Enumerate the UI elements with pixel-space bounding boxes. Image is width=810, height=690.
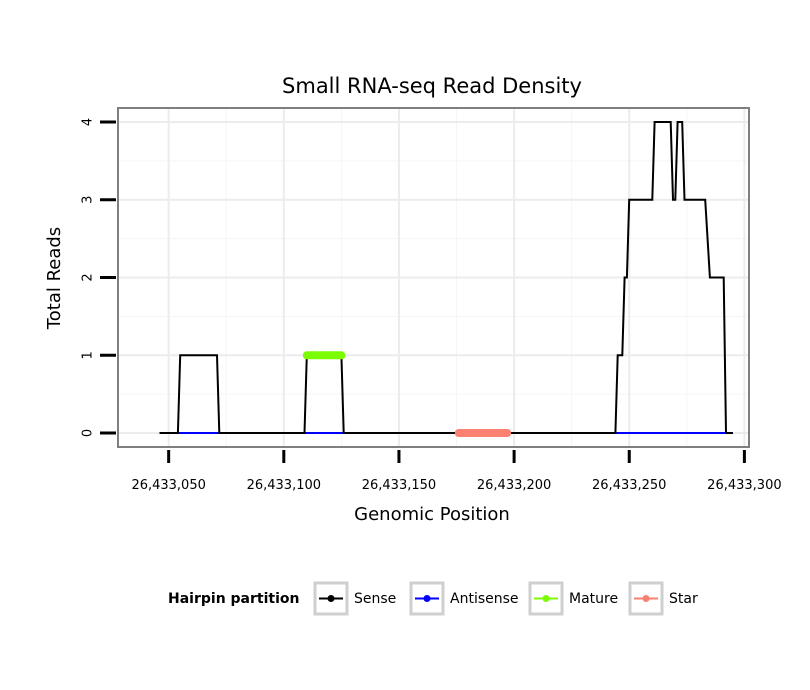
legend-key-point (423, 595, 431, 602)
x-tick-label: 26,433,150 (362, 478, 436, 493)
legend-label-star: Star (669, 591, 698, 607)
x-tick-label: 26,433,100 (247, 478, 321, 493)
plot-panel-border (117, 107, 750, 448)
legend-key-point (327, 595, 335, 602)
x-axis: 26,433,050 26,433,100 26,433,150 26,433,200… (131, 450, 782, 493)
legend-label-antisense: Antisense (450, 591, 519, 607)
series-line-sense (159, 121, 733, 434)
y-tick-label: 2 (81, 273, 96, 281)
x-axis-label: Genomic Position (354, 504, 510, 525)
y-axis: 0 1 2 3 4 (80, 118, 116, 437)
legend-title: Hairpin partition (168, 591, 299, 607)
chart-title: Small RNA-seq Read Density (282, 74, 582, 98)
x-tick-label: 26,433,300 (707, 478, 781, 493)
legend-label-sense: Sense (354, 591, 396, 607)
y-tick-label: 1 (80, 351, 95, 359)
y-axis-label: Total Reads (44, 227, 65, 330)
grid-lines (118, 108, 749, 447)
legend: Hairpin partition Sense Antisense Mature St… (168, 581, 698, 616)
legend-key-point (542, 595, 550, 602)
x-tick-label: 26,433,200 (477, 478, 551, 493)
y-tick-label: 4 (80, 118, 95, 126)
legend-key-point (642, 595, 650, 602)
legend-label-mature: Mature (569, 591, 618, 607)
y-tick-label: 3 (81, 196, 96, 204)
series-group (159, 121, 733, 437)
x-tick-label: 26,433,250 (592, 478, 666, 493)
x-tick-label: 26,433,050 (131, 478, 205, 493)
y-tick-label: 0 (81, 429, 96, 437)
